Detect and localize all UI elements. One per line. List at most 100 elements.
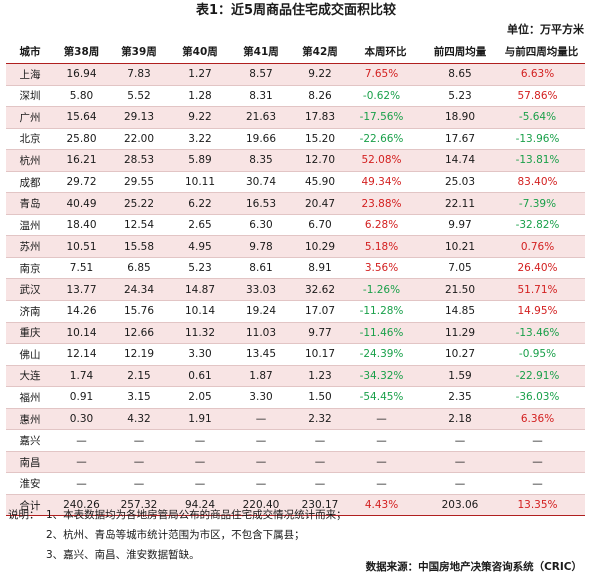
value-cell: 9.22 [291,63,349,86]
city-cell: 嘉兴 [6,429,54,452]
table-row: 淮安 — — — — — — — — [6,472,585,495]
value-cell: 25.22 [109,192,169,215]
value-cell: — [109,451,169,474]
value-cell: — [169,451,231,474]
value-cell: 6.85 [109,257,169,280]
value-cell: 57.86% [498,85,585,108]
value-cell: — [109,472,169,495]
value-cell: 6.70 [291,214,349,237]
header-cell: 城市 [6,40,54,64]
value-cell: — [349,429,422,452]
table-row: 大连 1.74 2.15 0.61 1.87 1.23 -34.32% 1.59 -22.91% [6,365,585,388]
value-cell: 1.50 [291,386,349,409]
table-row: 北京 25.80 22.00 3.22 19.66 15.20 -22.66% 17.67 -1… [6,128,585,151]
value-cell: 10.21 [422,235,498,258]
value-cell: -7.39% [498,192,585,215]
value-cell: -32.82% [498,214,585,237]
header-cell: 第41周 [231,40,291,64]
value-cell: -54.45% [349,386,422,409]
value-cell: -22.91% [498,365,585,388]
header-cell: 第42周 [291,40,349,64]
value-cell: — [54,429,109,452]
value-cell: -22.66% [349,128,422,151]
value-cell: 8.26 [291,85,349,108]
value-cell: 10.14 [169,300,231,323]
value-cell: 9.22 [169,106,231,129]
value-cell: 94.24 [169,493,231,517]
value-cell: 45.90 [291,171,349,194]
value-cell: 33.03 [231,278,291,302]
value-cell: 49.34% [349,171,422,194]
value-cell: 4.43% [349,493,422,517]
value-cell: 12.19 [109,343,169,366]
table-row: 南京 7.51 6.85 5.23 8.61 8.91 3.56% 7.05 26.40% [6,257,585,280]
city-cell: 青岛 [6,192,54,215]
value-cell: 2.05 [169,386,231,409]
value-cell: 17.83 [291,106,349,129]
city-cell: 淮安 [6,472,54,495]
value-cell: 3.30 [231,386,291,409]
value-cell: 16.94 [54,63,109,86]
header-cell: 第39周 [109,40,169,64]
value-cell: — [422,472,498,495]
city-cell: 合计 [6,493,54,517]
header-cell: 前四周均量 [422,40,498,64]
value-cell: 1.87 [231,365,291,388]
value-cell: 16.53 [231,192,291,215]
value-cell: 19.66 [231,128,291,151]
table-row: 重庆 10.14 12.66 11.32 11.03 9.77 -11.46% 11.29 -1… [6,322,585,345]
value-cell: 230.17 [291,493,349,517]
value-cell: 5.23 [169,257,231,280]
value-cell: 5.52 [109,85,169,108]
value-cell: 13.35% [498,493,585,517]
value-cell: 9.97 [422,214,498,237]
value-cell: 9.78 [231,235,291,258]
city-cell: 佛山 [6,343,54,366]
value-cell: 14.85 [422,300,498,323]
value-cell: -17.56% [349,106,422,129]
value-cell: 0.91 [54,386,109,409]
value-cell: 40.49 [54,192,109,215]
value-cell: 1.59 [422,365,498,388]
table-row: 杭州 16.21 28.53 5.89 8.35 12.70 52.08% 14.74 -13.… [6,149,585,172]
value-cell: 12.14 [54,343,109,366]
header-cell: 本周环比 [349,40,422,64]
value-cell: — [349,472,422,495]
city-cell: 广州 [6,106,54,129]
value-cell: 15.58 [109,235,169,258]
value-cell: 203.06 [422,493,498,517]
city-cell: 成都 [6,171,54,194]
value-cell: 18.40 [54,214,109,237]
value-cell: 30.74 [231,171,291,194]
value-cell: 16.21 [54,149,109,172]
city-cell: 深圳 [6,85,54,108]
value-cell: — [169,472,231,495]
value-cell: 14.26 [54,300,109,323]
value-cell: 22.11 [422,192,498,215]
value-cell: 2.65 [169,214,231,237]
value-cell: 25.80 [54,128,109,151]
city-cell: 福州 [6,386,54,409]
value-cell: 11.29 [422,322,498,345]
value-cell: -11.46% [349,322,422,345]
value-cell: -13.96% [498,128,585,151]
value-cell: 3.15 [109,386,169,409]
value-cell: 5.80 [54,85,109,108]
value-cell: 2.15 [109,365,169,388]
value-cell: 10.14 [54,322,109,345]
table-row: 济南 14.26 15.76 10.14 19.24 17.07 -11.28% 14.85 1… [6,300,585,323]
value-cell: 14.95% [498,300,585,323]
value-cell: 10.11 [169,171,231,194]
value-cell: 29.55 [109,171,169,194]
value-cell: 0.61 [169,365,231,388]
table-row: 惠州 0.30 4.32 1.91—2.32—2.18 6.36% [6,408,585,431]
value-cell: -11.28% [349,300,422,323]
value-cell: 7.51 [54,257,109,280]
value-cell: 1.28 [169,85,231,108]
value-cell: — [54,472,109,495]
value-cell: 15.20 [291,128,349,151]
value-cell: 28.53 [109,149,169,172]
value-cell: 22.00 [109,128,169,151]
value-cell: — [498,429,585,452]
value-cell: 29.72 [54,171,109,194]
